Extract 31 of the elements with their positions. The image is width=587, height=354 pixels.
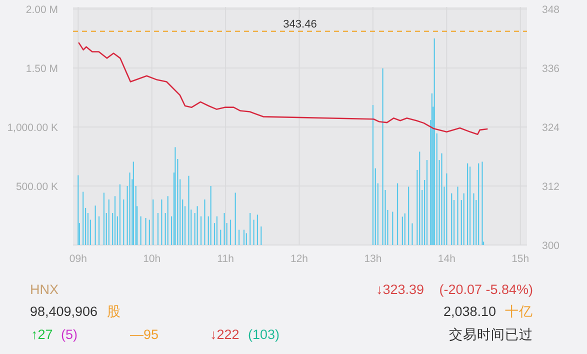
x-tick-label: 13h [364, 253, 382, 265]
x-tick-label: 09h [69, 253, 88, 265]
line-series [78, 42, 488, 136]
y2-tick-label: 324 [542, 122, 560, 134]
text: (103) [248, 327, 280, 342]
x-tick-label: 14h [438, 253, 456, 265]
text: (-20.07 -5.84%) [439, 282, 533, 297]
y2-tick-label: 336 [542, 63, 560, 75]
y-tick-label: 1.50 M [26, 63, 58, 75]
y-tick-label: 1,000.00 K [7, 122, 58, 134]
text: 98,409,906 [30, 304, 98, 319]
x-tick-label: 12h [290, 253, 308, 265]
x-tick-label: 15h [512, 253, 530, 265]
text: ↑27 [31, 327, 53, 342]
y2-tick-label: 348 [542, 4, 560, 16]
text: 交易时间已过 [449, 327, 533, 342]
y2-tick-label: 312 [542, 181, 560, 193]
text: 十亿 [505, 304, 533, 319]
text: 股 [107, 304, 121, 319]
text: HNX [30, 282, 59, 297]
y-tick-label: 2.00 M [26, 4, 58, 16]
x-tick-label: 11h [217, 253, 234, 265]
text: (5) [61, 327, 78, 342]
text: 2,038.10 [443, 304, 496, 319]
ref-line-label: 343.46 [283, 18, 317, 30]
text: —95 [130, 327, 159, 342]
text: ↓222 [210, 327, 240, 342]
x-tick-label: 10h [143, 253, 161, 265]
y-tick-label: 500.00 K [16, 181, 58, 193]
y2-tick-label: 300 [542, 240, 560, 252]
text: ↓323.39 [376, 282, 424, 297]
